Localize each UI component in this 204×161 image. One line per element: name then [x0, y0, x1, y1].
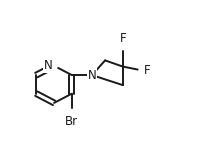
Text: Br: Br [65, 114, 78, 128]
Text: N: N [44, 59, 53, 72]
Text: F: F [120, 32, 126, 45]
Text: N: N [88, 69, 96, 82]
Text: F: F [144, 64, 150, 77]
